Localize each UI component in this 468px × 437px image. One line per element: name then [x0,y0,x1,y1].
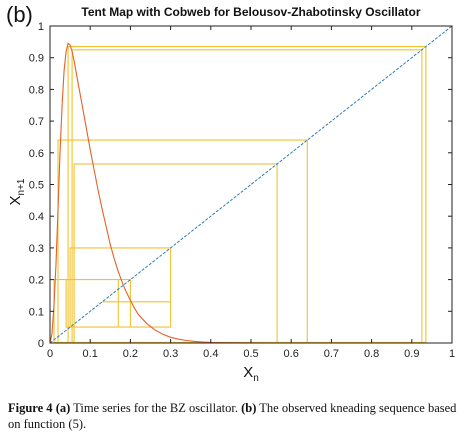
x-tick-label: 0.5 [243,348,258,360]
y-tick-label: 0 [38,338,44,350]
x-axis-label-sub: n [253,373,259,384]
y-axis-label-main: X [7,195,24,205]
map-curve [49,42,452,344]
x-tick-label: 0.7 [324,348,339,360]
y-tick-label: 0.7 [29,116,44,128]
figure-caption: Figure 4 (a) Time series for the BZ osci… [8,400,464,432]
x-tick-label: 0.4 [203,348,218,360]
caption-text-b: The observed kneading sequence based on … [8,401,457,431]
caption-label: Figure 4 [8,401,53,415]
caption-part-b: (b) [241,401,257,415]
chart-title: Tent Map with Cobweb for Belousov-Zhabot… [81,5,420,19]
x-axis-label: Xn [243,364,259,384]
caption-text-a: Time series for the BZ oscillator. [70,401,242,415]
x-tick-label: 0.9 [404,348,419,360]
x-tick-label: 0 [47,348,53,360]
y-tick-label: 0.9 [29,53,44,65]
panel-label: (b) [6,2,33,27]
y-tick-label: 0.1 [29,306,44,318]
y-axis-label: Xn+1 [7,178,27,205]
x-tick-label: 0.1 [83,348,98,360]
y-tick-label: 0.8 [29,84,44,96]
x-tick-label: 0.8 [364,348,379,360]
x-tick-label: 0.3 [163,348,178,360]
x-tick-label: 1 [449,348,455,360]
y-tick-label: 1 [38,21,44,33]
diagonal-line [49,25,453,344]
axes: 0 0.1 0.2 0.3 0.4 0.5 0.6 0.7 0.8 0.9 1 0 0.1 0.2 0.3 0… [29,21,455,360]
x-axis-label-main: X [243,364,253,381]
plot-area [49,25,453,344]
y-tick-label: 0.6 [29,148,44,160]
y-tick-label: 0.5 [29,180,44,192]
y-tick-label: 0.2 [29,275,44,287]
chart: Tent Map with Cobweb for Belousov-Zhabot… [7,5,455,384]
y-tick-label: 0.3 [29,243,44,255]
y-tick-label: 0.4 [29,211,44,223]
caption-part-a: (a) [55,401,71,415]
x-tick-label: 0.6 [284,348,299,360]
y-axis-label-sub: n+1 [16,178,27,195]
x-tick-label: 0.2 [123,348,138,360]
